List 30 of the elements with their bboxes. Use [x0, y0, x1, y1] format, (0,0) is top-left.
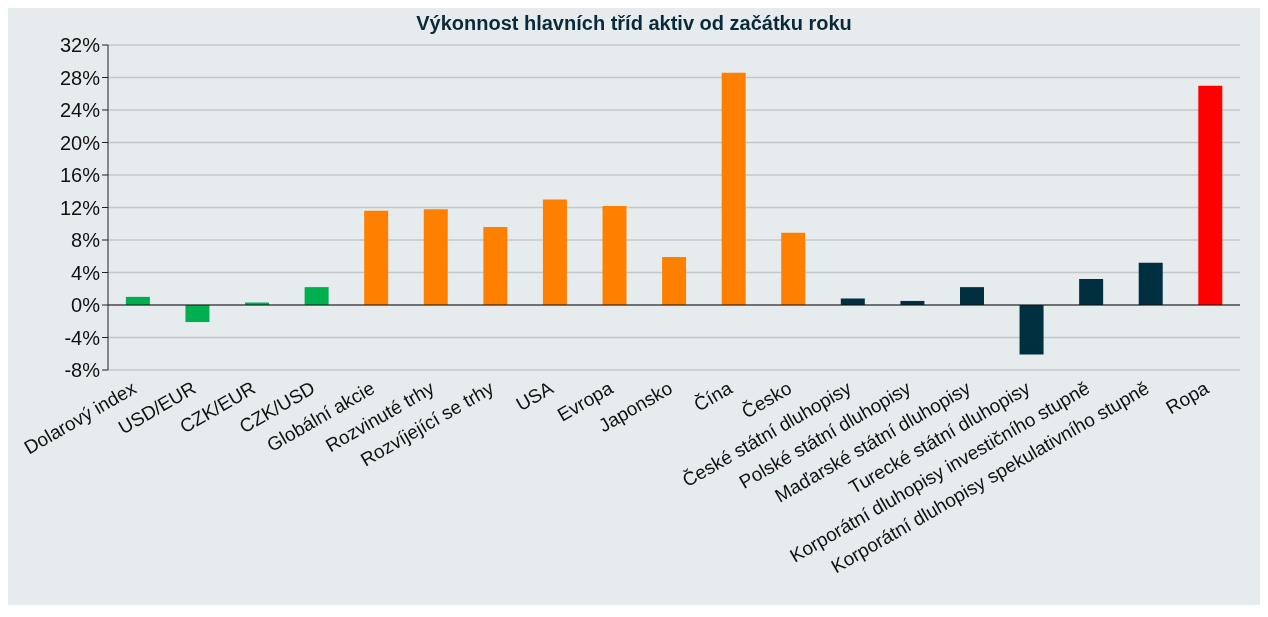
bar [364, 210, 389, 305]
y-tick-label: 20% [59, 131, 101, 154]
y-tick-label: 4% [71, 261, 101, 284]
bar [662, 257, 687, 305]
y-tick-label: 0% [71, 294, 101, 317]
bar [602, 205, 627, 305]
y-tick-label: 24% [59, 99, 101, 122]
chart-title: Výkonnost hlavních tříd aktiv od začátku roku [415, 11, 853, 35]
bar [1198, 85, 1223, 305]
bar [542, 199, 567, 305]
y-tick-label: 28% [59, 66, 101, 89]
y-tick-label: -4% [64, 326, 101, 349]
bar [1079, 279, 1104, 305]
bar [304, 287, 329, 305]
bar [423, 209, 448, 305]
x-tick-label: Ropa [1162, 377, 1213, 419]
bar [1019, 305, 1044, 355]
y-tick-label: 12% [59, 196, 101, 219]
bar [721, 72, 746, 305]
bar [781, 232, 806, 305]
bar [1138, 262, 1163, 305]
bar [185, 305, 210, 323]
y-tick-label: 8% [71, 229, 101, 252]
x-tick-label: USA [512, 377, 558, 415]
y-tick-label: -8% [64, 359, 101, 382]
y-tick-label: 16% [59, 164, 101, 187]
y-tick-label: 32% [59, 34, 101, 57]
bar [959, 287, 984, 305]
x-tick-label: Čína [690, 377, 736, 416]
bar [483, 227, 508, 305]
